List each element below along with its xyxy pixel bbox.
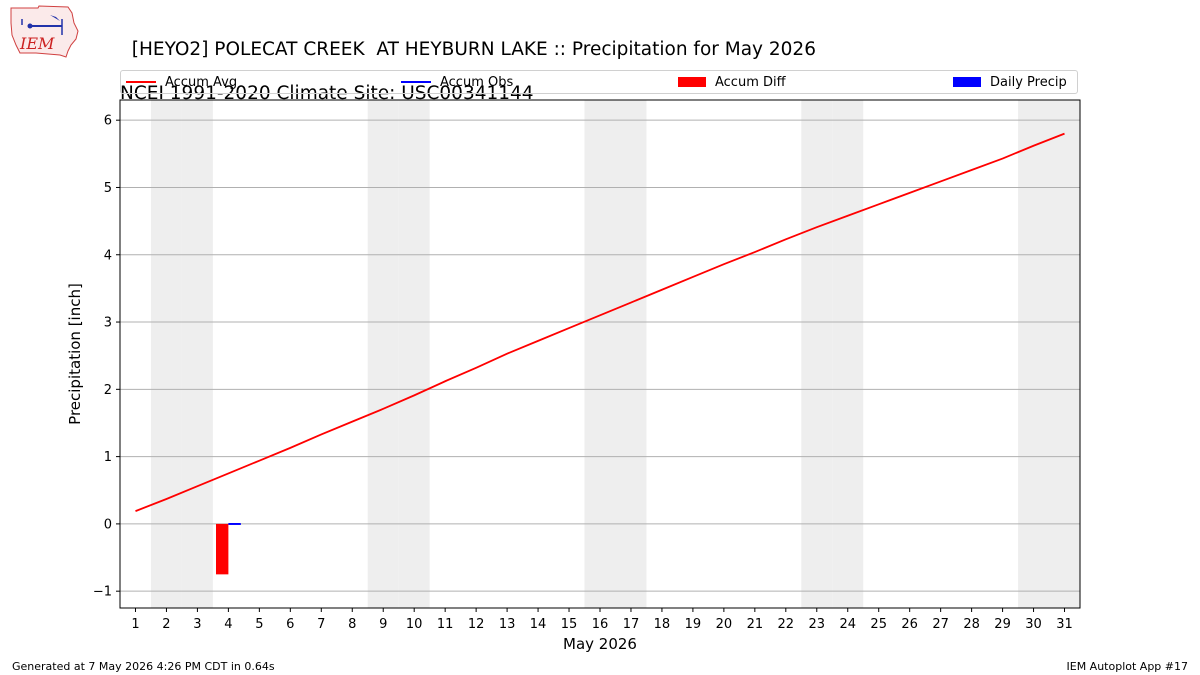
x-tick-label: 29 <box>994 617 1011 632</box>
x-tick-label: 28 <box>963 617 980 632</box>
weekend-band <box>367 100 399 608</box>
x-tick-label: 25 <box>870 617 887 632</box>
x-tick-label: 27 <box>932 617 949 632</box>
x-tick-label: 30 <box>1025 617 1042 632</box>
footer-generated: Generated at 7 May 2026 4:26 PM CDT in 0… <box>12 660 275 673</box>
y-tick-label: 6 <box>104 114 112 129</box>
legend-label-accum-diff: Accum Diff <box>715 74 786 90</box>
daily-precip-bar <box>228 523 241 525</box>
x-tick-label: 16 <box>592 617 609 632</box>
x-tick-label: 20 <box>716 617 733 632</box>
y-tick-label: 1 <box>104 450 112 465</box>
x-tick-label: 8 <box>348 617 356 632</box>
plot-frame <box>119 99 1081 609</box>
accum-diff-bar <box>216 523 229 575</box>
series-line-accum-avg <box>135 132 1065 512</box>
weekend-band <box>1049 100 1080 608</box>
x-axis-label: May 2026 <box>563 635 637 653</box>
weekend-band <box>801 100 833 608</box>
legend-swatch-accum-obs <box>401 81 431 83</box>
logo-text: IEM <box>19 34 55 53</box>
x-tick-label: 5 <box>255 617 263 632</box>
x-tick-label: 6 <box>286 617 294 632</box>
x-tick-label: 13 <box>499 617 516 632</box>
legend-swatch-daily-precip <box>953 77 981 87</box>
legend-item-accum-diff: Accum Diff <box>678 71 786 93</box>
x-tick-label: 14 <box>530 617 547 632</box>
y-axis-label: Precipitation [inch] <box>66 283 84 425</box>
y-tick-label: 4 <box>104 248 112 263</box>
y-tick-label: 5 <box>104 181 112 196</box>
x-tick-label: 18 <box>654 617 671 632</box>
x-tick-label: 3 <box>193 617 201 632</box>
legend-label-accum-obs: Accum Obs <box>440 74 514 90</box>
weekend-band <box>181 100 213 608</box>
x-tick-label: 31 <box>1056 617 1073 632</box>
x-tick-label: 11 <box>437 617 454 632</box>
x-tick-label: 10 <box>406 617 423 632</box>
x-tick-label: 2 <box>162 617 170 632</box>
x-tick-label: 7 <box>317 617 325 632</box>
y-tick-label: 2 <box>104 383 112 398</box>
weekend-band <box>150 100 182 608</box>
legend-swatch-accum-avg <box>126 81 156 83</box>
y-tick-label: 0 <box>104 517 112 532</box>
iem-logo-icon: IEM <box>10 5 79 58</box>
x-tick-label: 22 <box>778 617 795 632</box>
x-tick-label: 23 <box>809 617 826 632</box>
y-tick-label: −1 <box>93 585 112 600</box>
x-tick-label: 21 <box>747 617 764 632</box>
y-tick-label: 3 <box>104 316 112 331</box>
weekend-band <box>1018 100 1050 608</box>
x-tick-label: 19 <box>685 617 702 632</box>
weekend-band <box>398 100 430 608</box>
x-tick-label: 1 <box>131 617 139 632</box>
legend-label-daily-precip: Daily Precip <box>990 74 1067 90</box>
x-tick-label: 4 <box>224 617 232 632</box>
chart-legend: Accum Avg Accum Obs Accum Diff Daily Pre… <box>120 70 1078 94</box>
legend-label-accum-avg: Accum Avg <box>165 74 238 90</box>
footer-app: IEM Autoplot App #17 <box>1066 660 1189 673</box>
legend-item-daily-precip: Daily Precip <box>953 71 1067 93</box>
legend-item-accum-avg: Accum Avg <box>126 71 237 93</box>
legend-swatch-accum-diff <box>678 77 706 87</box>
chart-title-line1: [HEYO2] POLECAT CREEK AT HEYBURN LAKE ::… <box>131 39 816 60</box>
weekend-band <box>615 100 647 608</box>
x-tick-label: 24 <box>839 617 856 632</box>
x-tick-label: 9 <box>379 617 387 632</box>
weekend-band <box>584 100 616 608</box>
weekend-band <box>832 100 864 608</box>
x-tick-label: 17 <box>623 617 640 632</box>
x-tick-label: 26 <box>901 617 918 632</box>
x-tick-label: 15 <box>561 617 578 632</box>
legend-item-accum-obs: Accum Obs <box>401 71 513 93</box>
x-tick-label: 12 <box>468 617 485 632</box>
